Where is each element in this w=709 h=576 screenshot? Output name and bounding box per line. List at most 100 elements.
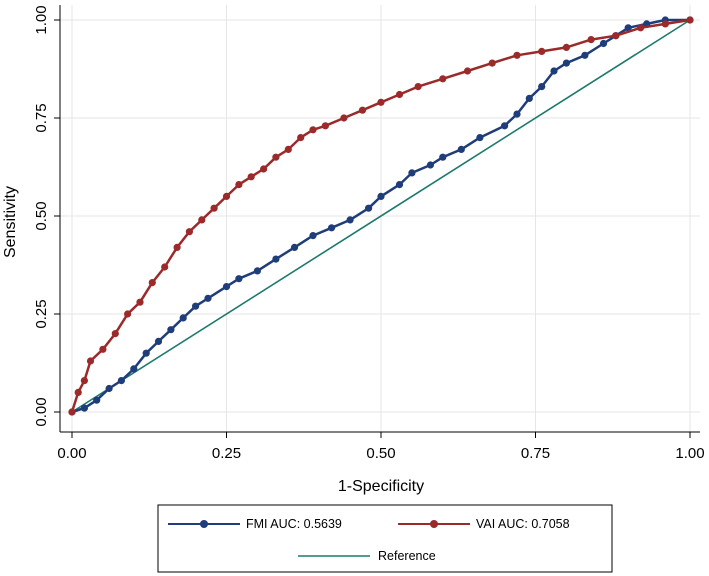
- data-point-fmi: [525, 94, 533, 102]
- x-tick-label: 0.00: [57, 445, 86, 462]
- y-tick-label: 1.00: [33, 5, 50, 34]
- data-point-vai: [297, 134, 305, 142]
- data-point-vai: [340, 114, 348, 122]
- legend-label-fmi: FMI AUC: 0.5639: [246, 517, 342, 531]
- data-point-fmi: [192, 302, 200, 310]
- data-point-fmi: [117, 377, 125, 385]
- data-point-vai: [148, 279, 156, 287]
- data-point-fmi: [290, 243, 299, 251]
- data-point-fmi: [328, 224, 336, 232]
- data-point-fmi: [272, 255, 280, 263]
- data-point-vai: [124, 310, 132, 318]
- data-point-vai: [99, 345, 107, 353]
- x-tick-label: 0.50: [366, 445, 395, 462]
- data-point-vai: [185, 228, 193, 236]
- data-point-fmi: [426, 161, 434, 169]
- data-point-fmi: [538, 83, 546, 91]
- x-tick-label: 1.00: [675, 445, 704, 462]
- data-point-fmi: [130, 365, 138, 373]
- y-tick-label: 0.75: [33, 103, 50, 132]
- data-point-fmi: [93, 396, 101, 404]
- data-point-vai: [74, 388, 82, 396]
- data-point-vai: [686, 16, 694, 24]
- axes: [59, 5, 700, 433]
- data-point-fmi: [513, 110, 521, 118]
- x-tick-label: 0.25: [212, 445, 241, 462]
- data-point-fmi: [309, 232, 317, 240]
- data-point-vai: [538, 47, 546, 56]
- legend-label-vai: VAI AUC: 0.7058: [476, 517, 570, 531]
- data-point-vai: [272, 153, 280, 161]
- data-point-fmi: [222, 283, 231, 291]
- data-point-fmi: [377, 192, 385, 200]
- data-point-fmi: [235, 275, 243, 283]
- data-point-fmi: [142, 349, 150, 357]
- data-point-vai: [68, 408, 76, 416]
- data-point-fmi: [562, 59, 571, 67]
- data-point-fmi: [167, 326, 175, 334]
- data-point-fmi: [80, 404, 88, 412]
- data-point-vai: [414, 83, 422, 91]
- data-point-fmi: [439, 153, 447, 161]
- data-point-fmi: [253, 267, 261, 275]
- data-point-vai: [136, 298, 144, 306]
- grid: [60, 5, 700, 432]
- data-point-fmi: [154, 337, 163, 345]
- data-point-vai: [358, 106, 367, 114]
- data-point-vai: [235, 181, 243, 189]
- data-point-vai: [637, 24, 645, 32]
- data-point-vai: [562, 43, 571, 52]
- data-point-fmi: [501, 122, 509, 130]
- data-point-vai: [309, 126, 317, 134]
- data-point-vai: [86, 357, 95, 365]
- data-point-fmi: [550, 67, 558, 75]
- data-point-vai: [80, 377, 88, 385]
- series: [68, 16, 694, 416]
- legend-label-reference: Reference: [378, 549, 436, 563]
- data-point-fmi: [624, 24, 632, 32]
- data-point-vai: [377, 98, 385, 106]
- data-point-vai: [247, 173, 255, 181]
- legend: FMI AUC: 0.5639 VAI AUC: 0.7058 Referenc…: [157, 504, 613, 573]
- data-point-vai: [210, 204, 218, 212]
- y-tick-label: 0.00: [33, 397, 50, 426]
- data-point-vai: [612, 32, 620, 40]
- data-point-fmi: [476, 134, 484, 142]
- data-point-vai: [321, 122, 329, 130]
- x-axis-title: 1-Specificity: [338, 478, 424, 495]
- x-tick-label: 0.75: [521, 445, 550, 462]
- data-point-fmi: [179, 314, 187, 322]
- data-point-fmi: [581, 51, 589, 59]
- legend-box: [157, 504, 613, 573]
- data-point-fmi: [408, 169, 416, 177]
- data-point-vai: [463, 67, 472, 75]
- data-point-vai: [587, 36, 595, 44]
- y-tick-label: 0.50: [33, 201, 50, 230]
- data-point-fmi: [346, 216, 354, 224]
- data-point-fmi: [105, 384, 113, 393]
- data-point-vai: [488, 59, 496, 67]
- data-point-vai: [161, 263, 169, 271]
- data-point-vai: [111, 330, 119, 338]
- legend-marker-vai: [430, 520, 438, 528]
- data-point-vai: [284, 145, 292, 153]
- data-point-vai: [173, 243, 181, 251]
- data-point-vai: [513, 51, 521, 59]
- data-point-vai: [661, 20, 669, 28]
- data-point-fmi: [365, 204, 373, 212]
- series-line-reference: [71, 19, 691, 413]
- data-point-fmi: [204, 294, 212, 302]
- data-point-vai: [439, 75, 447, 83]
- data-point-fmi: [395, 181, 404, 189]
- data-point-fmi: [457, 145, 465, 153]
- y-axis-title: Sensitivity: [2, 186, 19, 258]
- ticks: 0.00 0.25 0.50 0.75 1.00 0.00 0.25 0.50 0.75 1.00: [33, 5, 705, 462]
- data-point-vai: [198, 216, 206, 224]
- data-point-vai: [395, 90, 404, 99]
- data-point-fmi: [599, 39, 608, 48]
- legend-marker-fmi: [200, 520, 208, 528]
- data-point-vai: [260, 165, 268, 173]
- data-point-vai: [222, 192, 231, 200]
- y-tick-label: 0.25: [33, 299, 50, 328]
